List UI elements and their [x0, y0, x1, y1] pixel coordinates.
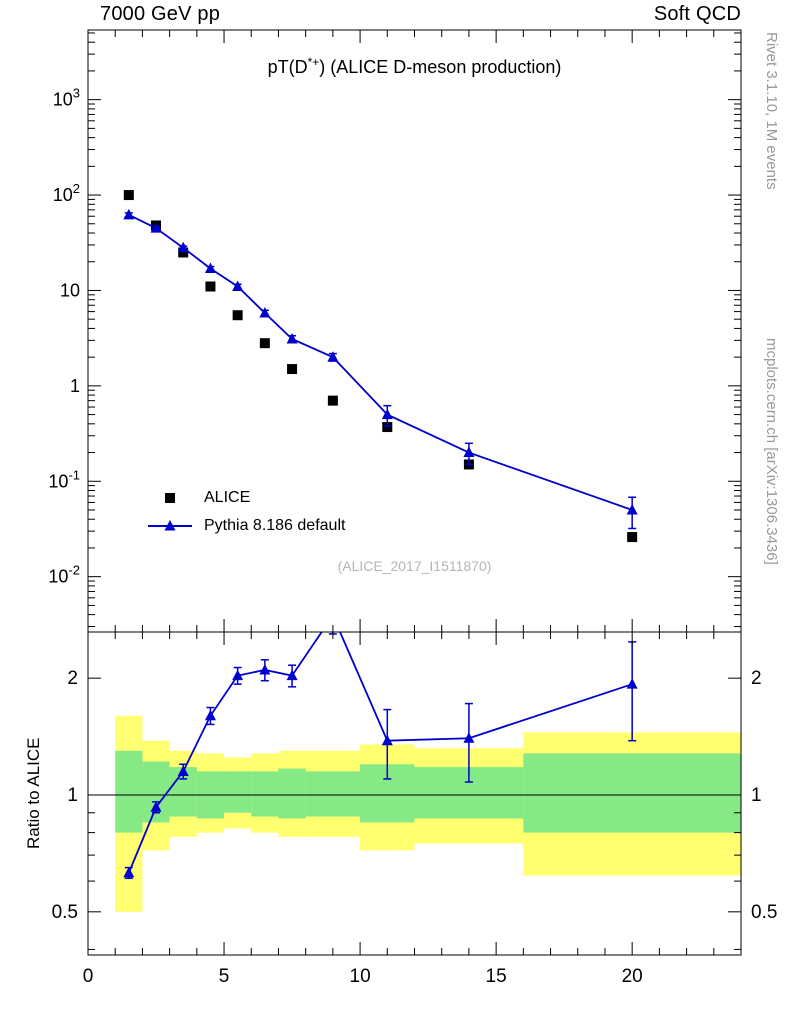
- main-y-tick-label: 10: [60, 280, 80, 300]
- main-panel-frame: [87, 29, 742, 633]
- legend-label-alice: ALICE: [204, 489, 251, 506]
- rivet-version-label: Rivet 3.1.10, 1M events: [763, 32, 780, 190]
- main-y-tick-label: 10-2: [48, 563, 80, 587]
- ratio-y-tick-label: 1: [67, 785, 78, 806]
- x-tick-label: 20: [622, 966, 643, 987]
- ratio-y-tick-label: 0.5: [52, 902, 78, 923]
- pythia-marker-icon: [148, 519, 192, 533]
- main-y-tick-label: 10-1: [48, 467, 80, 491]
- mcplots-credit-label: mcplots.cern.ch [arXiv:1306.3436]: [763, 338, 780, 565]
- ratio-y-tick-label-right: 1: [751, 785, 762, 806]
- x-tick-label: 10: [350, 966, 371, 987]
- plot-title-pre: pT(D: [267, 57, 308, 77]
- ratio-y-tick-label-right: 2: [751, 668, 762, 689]
- process-group-label: Soft QCD: [653, 3, 741, 25]
- plot-title: pT(D*+) (ALICE D-meson production): [88, 55, 741, 78]
- plot-title-sup: *+: [307, 55, 320, 69]
- alice-marker-icon: [148, 491, 192, 505]
- legend-item-pythia: Pythia 8.186 default: [148, 512, 345, 540]
- ratio-axis-title: Ratio to ALICE: [24, 737, 43, 849]
- main-y-tick-label: 102: [53, 181, 80, 205]
- plot-title-post: ) (ALICE D-meson production): [319, 57, 562, 77]
- ratio-y-tick-label: 2: [67, 668, 78, 689]
- main-y-tick-label: 1: [70, 376, 80, 396]
- legend-label-pythia: Pythia 8.186 default: [204, 517, 346, 534]
- ratio-y-tick-label-right: 0.5: [751, 902, 777, 923]
- x-tick-label: 0: [83, 966, 94, 987]
- main-y-tick-label: 103: [53, 86, 80, 110]
- beam-energy-label: 7000 GeV pp: [100, 3, 221, 25]
- main-panel-series: [123, 190, 638, 543]
- analysis-id-watermark: (ALICE_2017_I1511870): [337, 558, 492, 574]
- ratio-panel-series: [123, 632, 638, 880]
- legend-item-alice: ALICE: [148, 484, 345, 512]
- legend: ALICE Pythia 8.186 default: [148, 484, 345, 540]
- x-tick-label: 15: [486, 966, 507, 987]
- ratio-bands: [88, 715, 741, 912]
- x-tick-label: 5: [219, 966, 230, 987]
